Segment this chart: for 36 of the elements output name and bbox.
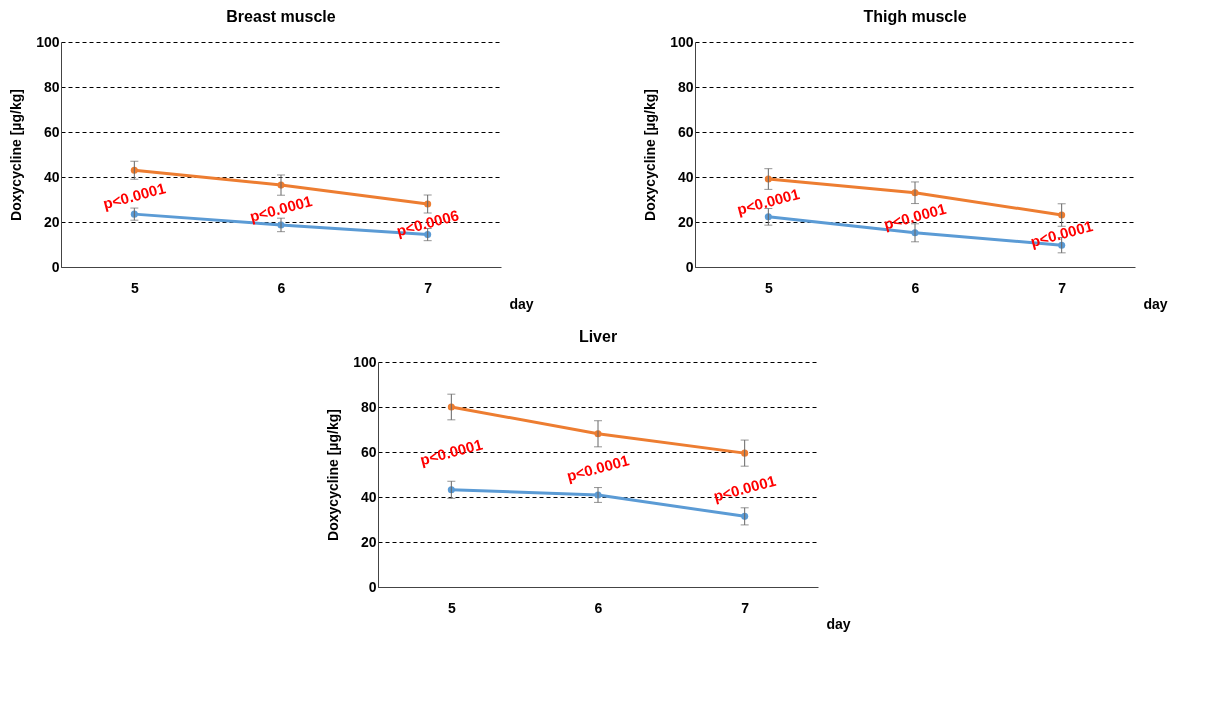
x-tick-label: 5 bbox=[447, 599, 456, 616]
y-tick-label: 20 bbox=[677, 213, 694, 230]
y-tick-label: 40 bbox=[677, 168, 694, 185]
x-tick-label: 7 bbox=[424, 279, 433, 296]
x-axis-title: day bbox=[509, 295, 534, 312]
y-tick-label: 80 bbox=[43, 78, 60, 95]
x-tick-label: 6 bbox=[594, 599, 603, 616]
x-tick-label: 7 bbox=[741, 599, 750, 616]
chart-title: Breast muscle bbox=[226, 8, 336, 25]
y-tick-label: 0 bbox=[51, 258, 60, 275]
y-tick-label: 40 bbox=[360, 488, 377, 505]
chart-title: Thigh muscle bbox=[863, 8, 967, 25]
x-tick-label: 5 bbox=[130, 279, 139, 296]
y-axis-title: Doxycycline [µg/kg] bbox=[8, 89, 25, 221]
y-tick-label: 20 bbox=[43, 213, 60, 230]
y-tick-label: 100 bbox=[353, 353, 377, 370]
x-tick-label: 7 bbox=[1058, 279, 1067, 296]
x-tick-label: 5 bbox=[764, 279, 773, 296]
y-tick-label: 100 bbox=[670, 33, 694, 50]
y-tick-label: 60 bbox=[43, 123, 60, 140]
y-tick-label: 0 bbox=[685, 258, 694, 275]
x-axis-title: day bbox=[826, 615, 851, 632]
y-tick-label: 60 bbox=[360, 443, 377, 460]
x-tick-label: 6 bbox=[277, 279, 286, 296]
y-tick-label: 20 bbox=[360, 533, 377, 550]
chart-title: Liver bbox=[578, 328, 618, 345]
y-tick-label: 40 bbox=[43, 168, 60, 185]
y-tick-label: 80 bbox=[360, 398, 377, 415]
y-tick-label: 0 bbox=[368, 578, 377, 595]
y-tick-label: 80 bbox=[677, 78, 694, 95]
y-axis-title: Doxycycline [µg/kg] bbox=[325, 409, 342, 541]
x-axis-title: day bbox=[1143, 295, 1168, 312]
y-tick-label: 60 bbox=[677, 123, 694, 140]
y-tick-label: 100 bbox=[36, 33, 60, 50]
x-tick-label: 6 bbox=[911, 279, 920, 296]
y-axis-title: Doxycycline [µg/kg] bbox=[642, 89, 659, 221]
